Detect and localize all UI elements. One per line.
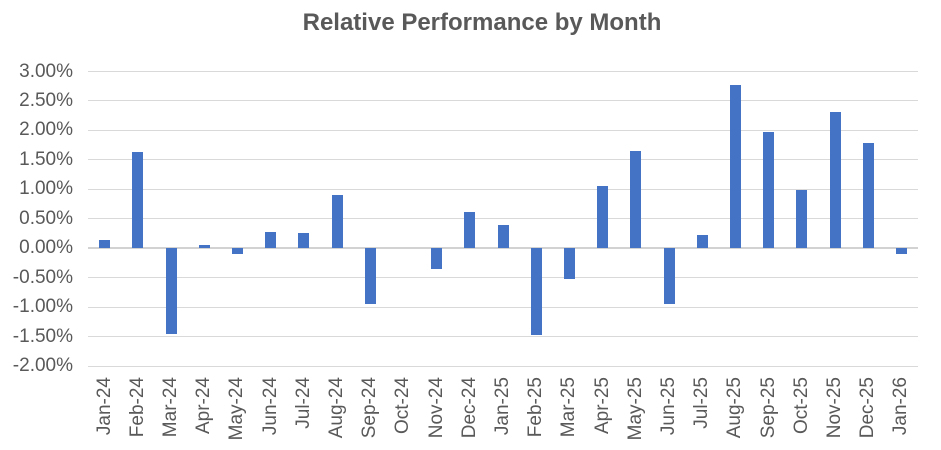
- x-tick-label: Apr-25: [591, 377, 613, 435]
- bar-apr-24: [198, 244, 210, 249]
- bar-jul-24: [298, 232, 310, 249]
- bar-mar-25: [563, 248, 575, 279]
- x-tick-label: Oct-24: [392, 377, 414, 435]
- bar-may-25: [630, 151, 642, 249]
- bar-nov-24: [431, 248, 443, 270]
- y-tick-label: 2.50%: [19, 89, 73, 111]
- y-tick-label: 0.00%: [19, 237, 73, 259]
- bar-jan-25: [497, 225, 509, 249]
- x-tick-label: Jun-25: [658, 377, 679, 436]
- bar-feb-24: [132, 151, 144, 249]
- gridline: [88, 306, 918, 308]
- bar-mar-24: [165, 248, 177, 335]
- gridline: [88, 336, 918, 338]
- gridline: [88, 159, 918, 161]
- bar-dec-25: [862, 142, 874, 249]
- gridline: [88, 218, 918, 220]
- bar-jul-25: [696, 234, 708, 249]
- x-tick-label: Nov-25: [824, 377, 845, 439]
- gridline: [88, 365, 918, 367]
- bar-oct-25: [796, 189, 808, 249]
- x-tick-label: Jul-24: [292, 377, 314, 429]
- y-tick-label: 3.00%: [19, 60, 73, 82]
- x-tick-label: Jul-25: [691, 377, 713, 429]
- y-tick-label: -2.00%: [12, 355, 73, 376]
- y-tick-label: 1.00%: [19, 178, 73, 200]
- y-tick-label: -1.50%: [12, 325, 73, 347]
- x-tick-label: Aug-25: [724, 377, 746, 439]
- gridline: [88, 71, 918, 72]
- chart-title: Relative Performance by Month: [302, 9, 662, 36]
- gridline: [88, 277, 918, 279]
- bar-jun-24: [265, 231, 277, 249]
- y-tick-label: 2.00%: [19, 119, 73, 141]
- x-axis-line: [88, 247, 918, 250]
- x-tick-label: May-24: [226, 377, 248, 441]
- bar-dec-24: [464, 212, 476, 249]
- bar-feb-25: [530, 248, 542, 335]
- x-tick-label: Mar-25: [558, 377, 580, 438]
- x-tick-label: Jun-24: [259, 377, 281, 436]
- x-tick-label: Dec-25: [857, 377, 879, 439]
- x-tick-label: Jan-25: [492, 377, 513, 436]
- x-tick-label: Feb-25: [525, 377, 547, 438]
- x-tick-label: Jan-24: [93, 377, 115, 436]
- bar-jan-24: [99, 239, 111, 249]
- gridline: [88, 100, 918, 102]
- x-tick-label: Sep-25: [757, 377, 779, 439]
- bar-may-24: [231, 248, 243, 255]
- x-tick-label: Jan-26: [890, 377, 912, 436]
- bar-apr-25: [597, 185, 609, 249]
- bar-aug-24: [331, 195, 343, 249]
- y-tick-label: -1.00%: [12, 296, 73, 318]
- bar-jan-26: [895, 248, 907, 255]
- x-tick-label: Mar-24: [160, 377, 181, 438]
- y-tick-label: 0.50%: [19, 207, 73, 229]
- bar-nov-25: [829, 111, 841, 249]
- x-tick-label: Apr-24: [193, 377, 215, 435]
- y-tick-label: 1.50%: [19, 148, 73, 170]
- x-tick-label: Aug-24: [326, 377, 347, 439]
- x-tick-label: Oct-25: [790, 377, 812, 435]
- bar-sep-24: [364, 248, 376, 305]
- x-tick-label: Sep-24: [359, 377, 381, 439]
- bar-sep-25: [763, 131, 775, 249]
- x-tick-label: Feb-24: [126, 377, 148, 438]
- bar-aug-25: [729, 85, 741, 249]
- y-tick-label: -0.50%: [12, 266, 73, 288]
- bar-jun-25: [663, 248, 675, 304]
- x-tick-label: May-25: [624, 377, 646, 441]
- x-tick-label: Nov-24: [425, 377, 447, 439]
- x-tick-label: Dec-24: [458, 377, 480, 439]
- gridline: [88, 129, 918, 131]
- gridline: [88, 188, 918, 190]
